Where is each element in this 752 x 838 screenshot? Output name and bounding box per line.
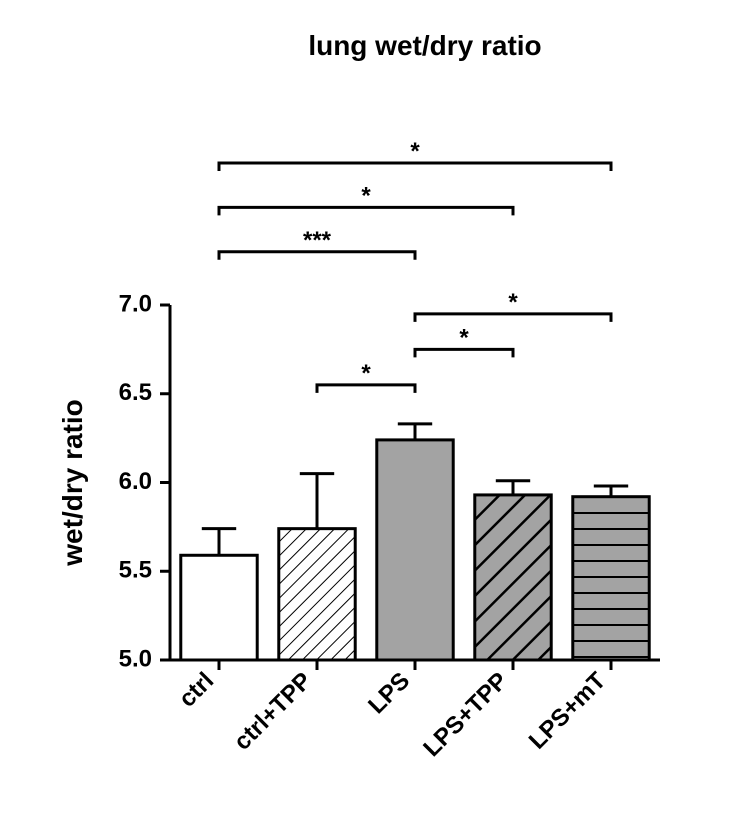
xtick-label: LPS+TPP <box>418 667 513 762</box>
significance-label: *** <box>303 227 332 254</box>
ytick-label: 5.5 <box>119 557 152 584</box>
xtick-label: ctrl <box>174 667 220 713</box>
ytick-label: 5.0 <box>119 645 152 672</box>
significance-label: * <box>459 324 469 351</box>
ytick-label: 6.0 <box>119 468 152 495</box>
significance-label: * <box>508 289 518 316</box>
y-axis-label: wet/dry ratio <box>57 399 88 566</box>
xtick-label: ctrl+TPP <box>229 667 317 755</box>
xtick-label: LPS <box>363 667 415 719</box>
significance-label: * <box>361 360 371 387</box>
ytick-label: 7.0 <box>119 290 152 317</box>
bar <box>181 555 257 660</box>
xtick-label: LPS+mT <box>524 667 612 755</box>
ytick-label: 6.5 <box>119 379 152 406</box>
chart-container: 5.0 5.5 6.0 6.5 7.0 wet/dry ratio lung wet/dry… <box>0 0 752 838</box>
significance-label: * <box>361 182 371 209</box>
bar <box>377 440 453 660</box>
significance-label: * <box>410 138 420 165</box>
chart-title: lung wet/dry ratio <box>308 30 541 61</box>
bar-chart: 5.0 5.5 6.0 6.5 7.0 wet/dry ratio lung wet/dry… <box>0 0 752 838</box>
